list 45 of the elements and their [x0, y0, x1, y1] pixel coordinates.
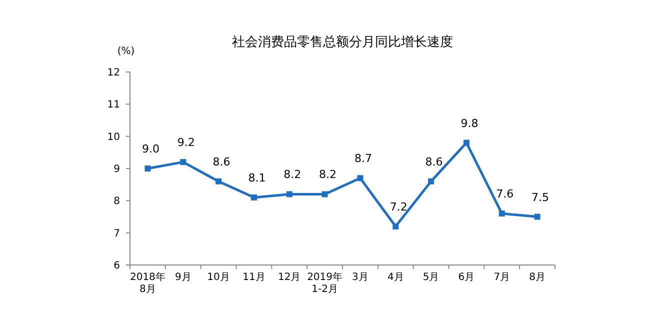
point — [322, 191, 328, 198]
point — [357, 175, 364, 182]
point — [180, 159, 186, 166]
data-label: 8.6 — [212, 155, 230, 168]
data-label: 9.8 — [460, 116, 478, 130]
data-label: 9.0 — [142, 142, 160, 156]
y-tick-label: 12 — [107, 68, 120, 78]
y-tick-label: 11 — [107, 100, 120, 111]
x-tick-label: 9月 — [174, 272, 192, 283]
x-tick-label: 5月 — [422, 272, 440, 283]
point — [144, 166, 151, 172]
point — [286, 191, 292, 198]
y-tick-label: 9 — [114, 164, 120, 175]
x-tick-label: 7月 — [494, 272, 510, 283]
data-label: 7.6 — [496, 188, 514, 201]
data-label: 8.1 — [248, 171, 266, 184]
point — [463, 140, 470, 146]
point — [498, 210, 505, 217]
point — [250, 194, 257, 200]
x-tick-label: 10月 — [207, 272, 230, 283]
x-tick-label: 3月 — [352, 272, 368, 283]
data-label: 7.2 — [390, 200, 408, 214]
data-label: 8.2 — [284, 168, 302, 182]
data-label: 9.2 — [177, 136, 195, 150]
y-tick-label: 6 — [114, 260, 120, 272]
data-label: 7.5 — [532, 190, 550, 204]
data-label: 8.6 — [425, 155, 443, 168]
x-tick-label: 8月 — [529, 272, 546, 283]
y-axis-title: (%) — [117, 46, 135, 57]
x-tick-label: 2018年 8月 — [130, 271, 166, 295]
x-tick-label: 12月 — [278, 272, 301, 283]
x-tick-label: 4月 — [387, 272, 404, 283]
point — [216, 178, 222, 184]
data-label: 8.2 — [319, 168, 337, 182]
y-tick-label: 8 — [114, 196, 120, 208]
x-tick-label: 11月 — [242, 272, 266, 283]
point — [534, 214, 540, 220]
y-tick-label: 7 — [114, 228, 120, 240]
y-tick-label: 10 — [107, 132, 120, 143]
point — [392, 223, 399, 230]
x-tick-label: 2019年 1-2月 — [307, 271, 343, 295]
data-label: 8.7 — [354, 152, 372, 166]
point — [428, 178, 434, 184]
chart-title: 社会消费品零售总额分月同比增长速度 — [232, 34, 453, 50]
x-tick-label: 6月 — [458, 272, 475, 283]
